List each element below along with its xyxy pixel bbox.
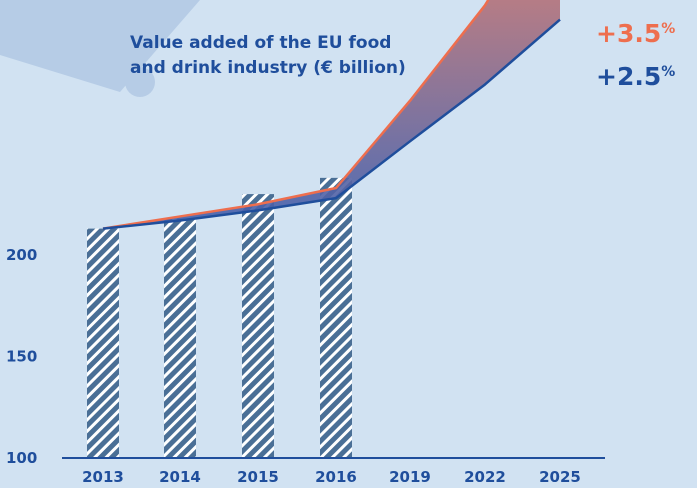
chart-title-line-1: Value added of the EU food xyxy=(130,33,391,53)
x-tick-2015: 2015 xyxy=(237,468,279,486)
series-line-2-5 xyxy=(102,18,561,230)
bar-2015 xyxy=(242,194,274,458)
y-tick-150: 150 xyxy=(6,348,37,366)
growth-label-low: +2.5% xyxy=(596,62,675,91)
bar-2014 xyxy=(164,218,196,458)
x-tick-2016: 2016 xyxy=(315,468,357,486)
corner-decoration xyxy=(0,0,200,92)
x-tick-2019: 2019 xyxy=(389,468,431,486)
corner-decoration-round xyxy=(125,67,155,97)
x-tick-2025: 2025 xyxy=(539,468,581,486)
x-tick-2013: 2013 xyxy=(82,468,124,486)
series-line-3-5 xyxy=(102,0,490,230)
y-tick-100: 100 xyxy=(6,449,37,467)
bar-2013 xyxy=(87,228,119,458)
bar-2016 xyxy=(320,177,352,459)
x-tick-2014: 2014 xyxy=(159,468,201,486)
growth-label-high: +3.5% xyxy=(596,19,675,48)
x-tick-2022: 2022 xyxy=(464,468,506,486)
y-tick-200: 200 xyxy=(6,246,37,264)
chart-title-line-2: and drink industry (€ billion) xyxy=(130,58,406,78)
